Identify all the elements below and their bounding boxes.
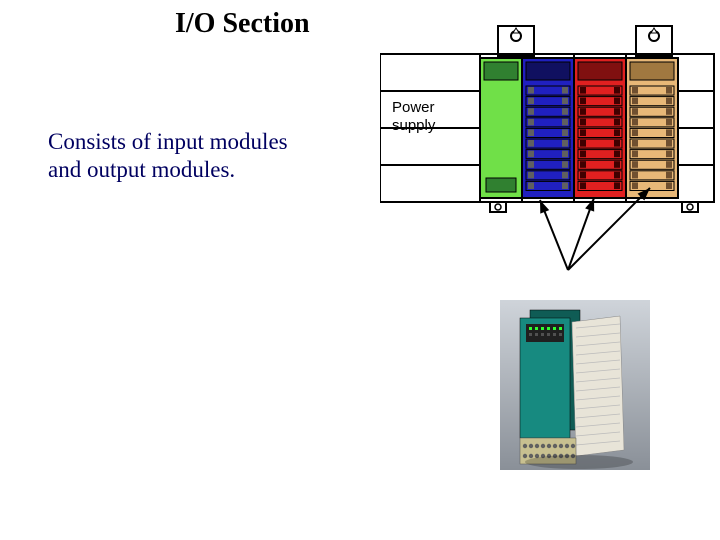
io-module-photo xyxy=(500,300,650,470)
